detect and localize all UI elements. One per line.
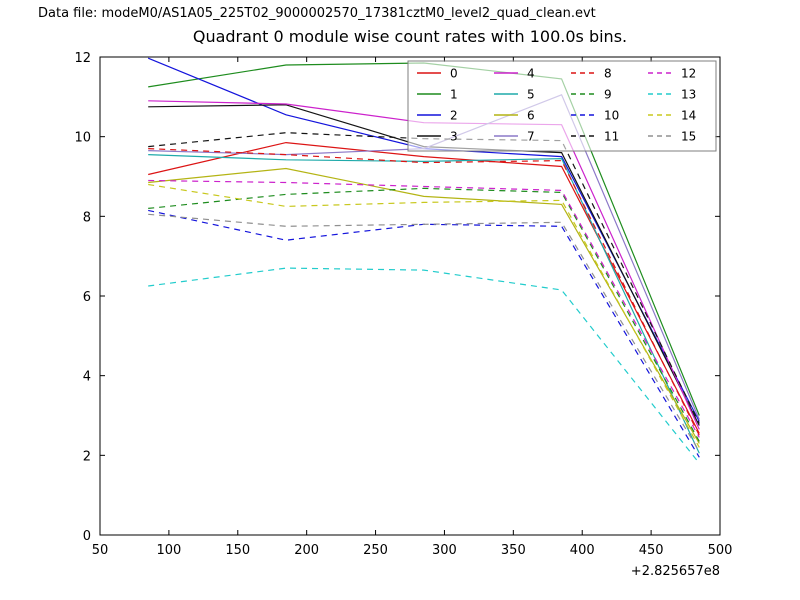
x-tick-label: 100 [156,543,181,558]
legend-label-12: 12 [681,67,696,81]
x-tick-label: 450 [639,543,664,558]
series-line-15 [148,213,700,452]
series-line-8 [148,148,700,436]
x-tick-label: 400 [570,543,595,558]
x-tick-label: 300 [432,543,457,558]
x-axis-offset-label: +2.825657e8 [631,564,720,579]
x-tick-label: 150 [225,543,250,558]
x-tick-label: 250 [363,543,388,558]
series-line-5 [148,154,700,454]
y-tick-label: 2 [83,449,91,464]
legend-label-2: 2 [450,109,458,123]
series-line-13 [148,267,700,464]
legend-label-9: 9 [604,88,612,102]
series-line-14 [148,183,700,448]
legend-label-13: 13 [681,88,696,102]
legend-label-14: 14 [681,109,696,123]
series-line-6 [148,167,700,444]
legend-label-11: 11 [604,130,619,144]
legend-label-15: 15 [681,130,696,144]
x-tick-label: 350 [501,543,526,558]
legend-label-3: 3 [450,130,458,144]
legend-label-1: 1 [450,88,458,102]
y-tick-label: 4 [83,370,91,385]
legend-label-10: 10 [604,109,619,123]
legend-label-8: 8 [604,67,612,81]
x-tick-label: 50 [92,543,109,558]
legend-label-7: 7 [527,130,535,144]
x-tick-label: 500 [708,543,733,558]
legend-label-5: 5 [527,88,535,102]
legend-label-6: 6 [527,109,535,123]
y-tick-label: 10 [74,131,91,146]
y-tick-label: 12 [74,51,91,66]
y-tick-label: 0 [83,529,91,544]
legend-label-0: 0 [450,67,458,81]
legend-box [407,60,717,152]
legend-label-4: 4 [527,67,535,81]
series-line-12 [148,179,700,438]
y-tick-label: 6 [83,290,91,305]
chart-title: Quadrant 0 module wise count rates with … [192,27,628,46]
y-tick-label: 8 [83,210,91,225]
data-file-label: Data file: modeM0/AS1A05_225T02_90000025… [38,6,596,21]
x-tick-label: 200 [294,543,319,558]
